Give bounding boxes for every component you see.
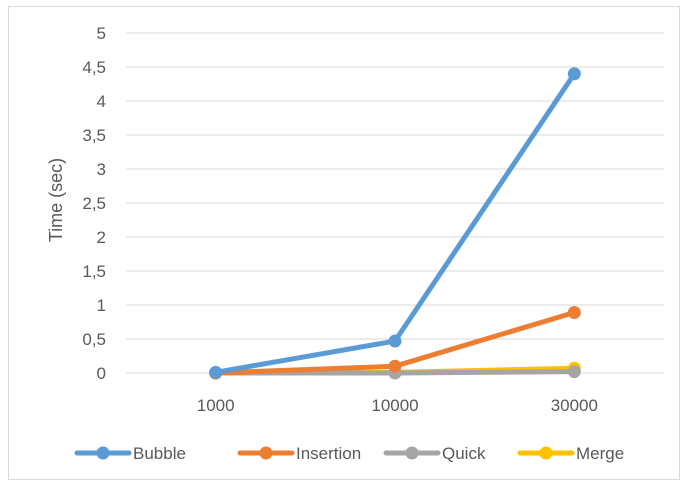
legend-swatch-marker <box>405 446 419 460</box>
y-tick-label: 2,5 <box>82 194 106 213</box>
y-tick-label: 0,5 <box>82 330 106 349</box>
legend-item-bubble: Bubble <box>74 444 186 463</box>
gridlines <box>126 32 664 374</box>
legend-swatch-marker <box>539 446 553 460</box>
y-tick-label: 5 <box>97 24 106 43</box>
x-tick-labels: 1000 10000 30000 <box>197 396 598 415</box>
series-lines <box>209 67 581 380</box>
legend-label: Insertion <box>296 444 361 463</box>
y-tick-label: 3 <box>97 160 106 179</box>
y-axis-title: Time (sec) <box>46 158 66 242</box>
y-tick-label: 4 <box>97 92 106 111</box>
series-bubble <box>209 67 581 379</box>
y-tick-label: 2 <box>97 228 106 247</box>
data-point <box>567 67 581 81</box>
legend-label: Quick <box>442 444 486 463</box>
data-point <box>388 334 402 348</box>
legend-item-merge: Merge <box>517 444 624 463</box>
legend-label: Merge <box>576 444 624 463</box>
x-tick-label: 10000 <box>371 396 418 415</box>
data-point <box>567 305 581 319</box>
data-point <box>567 365 581 379</box>
y-tick-label: 4,5 <box>82 58 106 77</box>
legend-item-quick: Quick <box>383 444 486 463</box>
legend-swatch-marker <box>259 446 273 460</box>
x-tick-label: 30000 <box>551 396 598 415</box>
legend: Bubble Insertion Quick Merge <box>74 444 624 463</box>
legend-swatch-marker <box>96 446 110 460</box>
data-point <box>388 359 402 373</box>
legend-label: Bubble <box>133 444 186 463</box>
y-tick-label: 0 <box>97 364 106 383</box>
data-point <box>209 365 223 379</box>
y-tick-labels: 0 0,5 1 1,5 2 2,5 3 3,5 4 4,5 5 <box>82 24 106 383</box>
y-tick-label: 3,5 <box>82 126 106 145</box>
x-tick-label: 1000 <box>197 396 235 415</box>
y-tick-label: 1,5 <box>82 262 106 281</box>
y-tick-label: 1 <box>97 296 106 315</box>
legend-item-insertion: Insertion <box>237 444 361 463</box>
